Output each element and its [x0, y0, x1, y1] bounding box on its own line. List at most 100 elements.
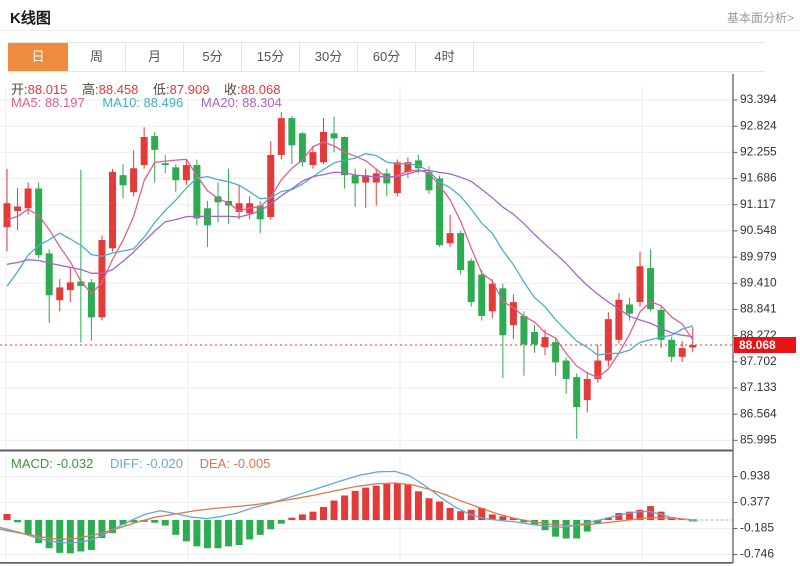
candle-body — [573, 377, 581, 408]
macd-bar — [66, 520, 74, 554]
candle-body — [66, 282, 74, 291]
open-label: 开: — [11, 82, 28, 97]
candle-body — [3, 203, 11, 228]
macd-bar — [414, 491, 422, 520]
candle-body — [446, 233, 454, 244]
axis-tick-label: -0.185 — [740, 521, 774, 535]
macd-bar — [298, 514, 306, 520]
macd-bar — [499, 516, 507, 520]
macd-bar — [562, 520, 570, 539]
diff-line — [0, 470, 699, 544]
macd-bar — [288, 517, 296, 520]
candle-body — [414, 160, 422, 169]
tab-60min[interactable]: 60分 — [358, 43, 416, 71]
candle-body — [341, 136, 349, 176]
candle-body — [604, 319, 612, 361]
axis-tick-label: 91.686 — [740, 171, 777, 185]
macd-bar — [573, 520, 581, 539]
macd-bar — [246, 520, 254, 540]
fundamental-analysis-link[interactable]: 基本面分析> — [726, 11, 794, 25]
candle-body — [647, 268, 655, 310]
candle-body — [457, 233, 465, 270]
candle-body — [678, 348, 686, 357]
candle-body — [552, 342, 560, 363]
current-price-badge: 88.068 — [734, 337, 796, 353]
axis-tick-label: 86.564 — [740, 406, 777, 420]
axis-tick-label: 87.133 — [740, 380, 777, 394]
candle-body — [689, 344, 697, 348]
macd-bar — [541, 520, 549, 531]
dea-line — [0, 482, 699, 541]
macd-bar — [161, 520, 169, 526]
candle-body — [393, 162, 401, 194]
tab-5min[interactable]: 5分 — [184, 43, 242, 71]
macd-legend-label: MACD: -0.032 — [11, 456, 94, 471]
candle-body — [35, 188, 43, 256]
axis-tick-label: 88.841 — [740, 302, 777, 316]
ma20-legend-label: MA20: 88.304 — [200, 95, 282, 110]
candle-body — [235, 203, 243, 212]
candle-body — [298, 133, 306, 163]
tab-month[interactable]: 月 — [126, 43, 184, 71]
close-label: 收: — [224, 82, 241, 97]
high-value: 88.458 — [98, 82, 139, 97]
macd-bar — [393, 482, 401, 520]
macd-bar — [362, 487, 370, 520]
axis-tick-label: 92.255 — [740, 145, 777, 159]
macd-legend: MACD: -0.032 DIFF: -0.020 DEA: -0.005 — [11, 456, 270, 471]
candle-body — [119, 175, 127, 186]
macd-bar — [172, 520, 180, 535]
pane-divider[interactable] — [0, 449, 733, 452]
macd-bar — [277, 520, 285, 524]
macd-bar — [615, 513, 623, 520]
candle-body — [87, 282, 95, 318]
candle-body — [499, 288, 507, 336]
axis-tick-label: 90.548 — [740, 223, 777, 237]
diff-legend-label: DIFF: -0.020 — [110, 456, 183, 471]
macd-bar — [151, 520, 159, 523]
tab-4hour[interactable]: 4时 — [416, 43, 474, 71]
macd-bar — [657, 511, 665, 520]
macd-bar — [404, 484, 412, 520]
macd-bar — [604, 517, 612, 520]
tab-15min[interactable]: 15分 — [242, 43, 300, 71]
tab-day[interactable]: 日 — [8, 43, 68, 71]
ohlc-bar: 开:88.015 高:88.458 低:87.909 收:88.068 — [11, 79, 291, 98]
macd-bar — [330, 500, 338, 520]
axis-tick-label: 0.938 — [740, 469, 770, 483]
candle-body — [172, 167, 180, 181]
candle-body — [583, 378, 591, 401]
candle-body — [594, 360, 602, 379]
candle-body — [256, 205, 264, 220]
chart-bottom-border — [0, 562, 733, 564]
macd-bar — [509, 518, 517, 520]
ma5-line — [6, 141, 694, 379]
macd-bar — [478, 507, 486, 520]
candle-body — [562, 360, 570, 379]
macd-bar — [24, 520, 32, 535]
candle-body — [109, 171, 116, 249]
macd-bar — [583, 520, 591, 532]
tab-30min[interactable]: 30分 — [300, 43, 358, 71]
kline-chart-svg[interactable]: 93.394 92.824 92.255 91.686 91.117 90.548 89.9… — [0, 72, 800, 566]
candle-body — [130, 168, 138, 193]
macd-bar — [56, 520, 64, 553]
candle-body — [151, 136, 159, 150]
tab-week[interactable]: 周 — [68, 43, 126, 71]
dea-legend-label: DEA: -0.005 — [199, 456, 271, 471]
candle-body — [193, 165, 201, 219]
candle-body — [277, 118, 285, 155]
macd-bar — [552, 520, 560, 537]
candle-body — [657, 309, 665, 340]
candle-body — [267, 154, 275, 218]
ma-legend: MA5: 88.197 MA10: 88.496 MA20: 88.304 — [11, 95, 282, 110]
axis-tick-label: 91.117 — [740, 197, 776, 211]
macd-bar — [341, 495, 349, 520]
candle-body — [541, 337, 549, 348]
macd-bar — [351, 490, 359, 520]
candle-body — [309, 152, 317, 166]
kline-chart[interactable]: 93.394 92.824 92.255 91.686 91.117 90.548 89.9… — [0, 72, 800, 566]
macd-bar — [119, 520, 127, 525]
macd-bar — [109, 520, 116, 533]
